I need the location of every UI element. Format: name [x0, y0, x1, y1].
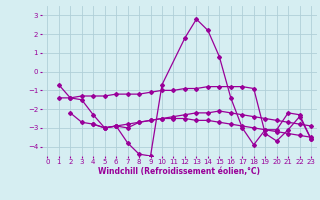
- X-axis label: Windchill (Refroidissement éolien,°C): Windchill (Refroidissement éolien,°C): [98, 167, 260, 176]
